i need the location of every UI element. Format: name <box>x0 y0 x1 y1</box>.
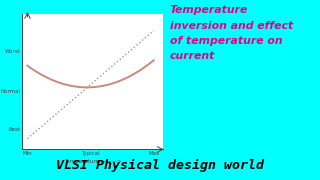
X-axis label: Temperature ———>: Temperature ———> <box>64 159 122 164</box>
Text: Temperature
inversion and effect
of temperature on
current: Temperature inversion and effect of temp… <box>170 5 293 61</box>
Text: VLSI Physical design world: VLSI Physical design world <box>56 159 264 172</box>
